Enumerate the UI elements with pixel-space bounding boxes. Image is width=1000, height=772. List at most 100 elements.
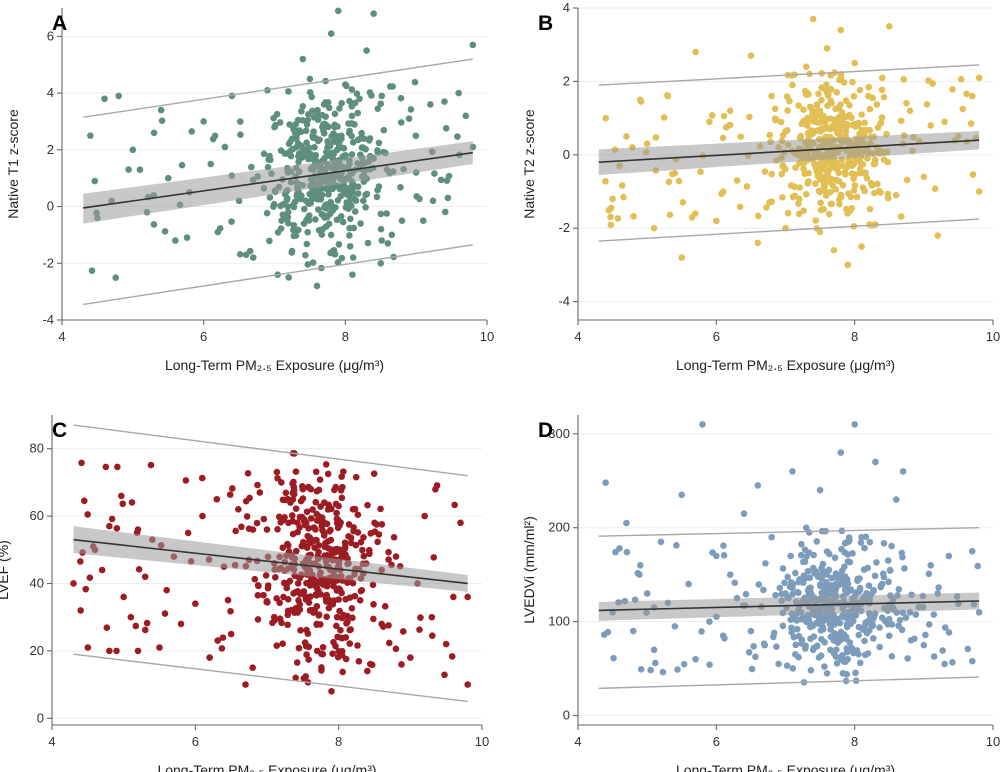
data-point <box>378 237 386 244</box>
data-point <box>870 189 878 197</box>
data-point <box>413 193 421 200</box>
data-point <box>305 144 313 152</box>
data-point <box>292 505 300 513</box>
data-point <box>86 574 94 581</box>
data-point <box>308 107 316 115</box>
data-point <box>817 128 824 135</box>
data-point <box>332 483 340 491</box>
data-point <box>327 231 335 239</box>
data-point <box>178 161 186 169</box>
data-point <box>945 552 953 560</box>
data-point <box>354 109 362 117</box>
data-point <box>224 596 232 604</box>
data-point <box>768 198 776 206</box>
data-point <box>892 191 900 199</box>
data-point <box>752 653 759 661</box>
data-point <box>855 631 863 639</box>
data-point <box>922 631 929 639</box>
data-point <box>813 538 821 545</box>
data-point <box>838 108 846 116</box>
data-point <box>441 208 449 216</box>
data-point <box>930 653 938 660</box>
data-point <box>337 626 344 634</box>
regression-line <box>73 538 468 585</box>
data-point <box>304 228 311 236</box>
x-tick-label: 8 <box>851 329 858 344</box>
x-tick-label: 6 <box>192 734 199 749</box>
data-point <box>795 102 802 109</box>
data-point <box>779 565 787 572</box>
data-point <box>101 95 108 103</box>
data-point <box>161 610 169 617</box>
data-point <box>762 560 769 567</box>
data-point <box>276 119 284 126</box>
data-point <box>455 89 462 97</box>
x-tick-label: 8 <box>342 329 349 344</box>
data-point <box>229 485 236 492</box>
data-point <box>235 506 242 513</box>
data-point <box>341 539 349 547</box>
data-point <box>839 119 847 127</box>
data-point <box>303 139 310 146</box>
data-point <box>869 94 876 102</box>
data-point <box>678 254 686 261</box>
data-point <box>370 470 378 477</box>
data-point <box>828 163 836 170</box>
data-point <box>830 246 838 254</box>
data-point <box>302 197 310 204</box>
data-point <box>309 132 316 139</box>
data-point <box>733 177 741 184</box>
data-point <box>736 203 744 211</box>
data-point <box>873 559 880 566</box>
data-point <box>363 47 370 54</box>
data-point <box>300 220 308 227</box>
data-point <box>959 105 967 113</box>
data-point <box>602 479 609 486</box>
data-point <box>348 202 355 210</box>
data-point <box>84 511 91 518</box>
data-point <box>78 459 85 467</box>
data-point <box>218 645 226 652</box>
data-point <box>722 124 730 131</box>
x-tick-label: 4 <box>48 734 55 749</box>
data-point <box>354 642 361 649</box>
data-point <box>878 114 886 121</box>
data-point <box>374 538 381 546</box>
data-point <box>295 644 303 652</box>
data-point <box>135 566 143 573</box>
data-point <box>884 194 892 202</box>
data-point <box>88 267 96 274</box>
data-point <box>859 160 867 168</box>
data-point <box>84 644 92 651</box>
data-point <box>417 614 424 621</box>
data-point <box>679 198 687 206</box>
data-point <box>697 168 704 176</box>
data-point <box>287 138 294 146</box>
data-point <box>855 650 862 658</box>
data-point <box>975 74 983 82</box>
data-point <box>207 160 215 168</box>
data-point <box>242 497 250 505</box>
data-point <box>652 134 660 141</box>
data-point <box>294 528 301 536</box>
data-point <box>614 215 622 222</box>
data-point <box>346 242 354 250</box>
data-point <box>827 200 835 208</box>
data-point <box>841 539 849 547</box>
data-point <box>827 72 835 79</box>
data-point <box>721 635 728 642</box>
data-point <box>823 548 831 555</box>
data-point <box>351 505 359 513</box>
data-point <box>886 566 894 574</box>
data-point <box>789 468 796 475</box>
data-point <box>282 489 290 497</box>
data-point <box>793 625 801 633</box>
data-point <box>441 98 448 105</box>
data-point <box>375 139 383 147</box>
data-point <box>319 225 326 233</box>
data-point <box>367 530 375 537</box>
data-point <box>308 93 316 101</box>
data-point <box>70 580 77 587</box>
y-tick-label: 0 <box>47 199 54 214</box>
data-point <box>349 189 357 196</box>
